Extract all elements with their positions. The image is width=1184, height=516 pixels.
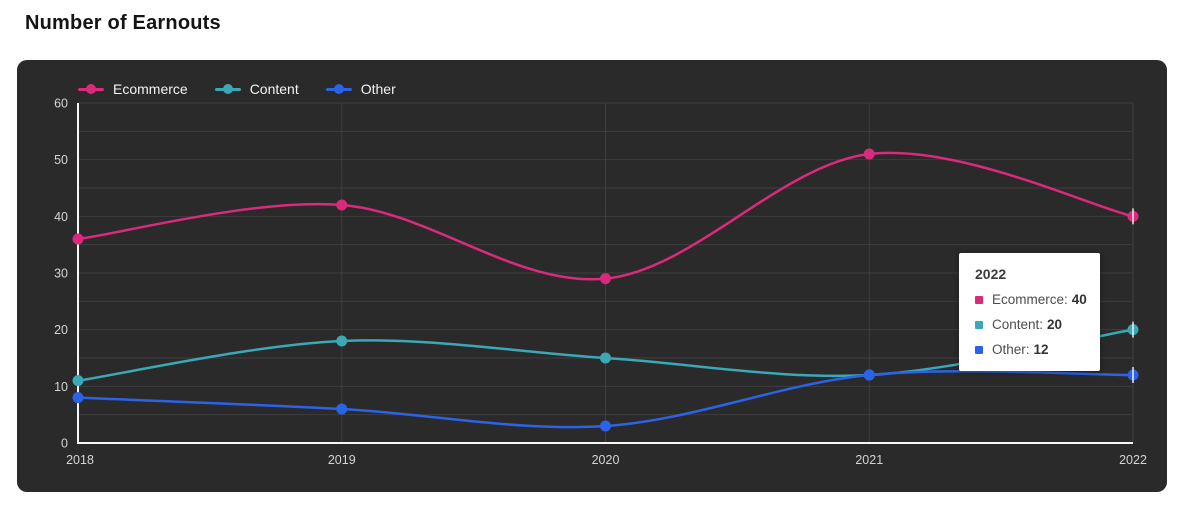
legend-item-other[interactable]: Other (325, 81, 396, 97)
series-color-swatch-icon (975, 320, 983, 329)
legend-label: Ecommerce (113, 81, 188, 97)
legend-item-content[interactable]: Content (214, 81, 299, 97)
tooltip-rows: Ecommerce: 40 Content: 20 Other: 12 (975, 292, 1087, 357)
tooltip-row: Content: 20 (975, 317, 1086, 332)
legend-label: Content (249, 81, 299, 97)
y-tick-label: 20 (54, 323, 68, 337)
chart-tooltip: 2022 Ecommerce: 40 Content: 20 Other: 12 (959, 253, 1100, 371)
legend-dot-icon (86, 84, 96, 94)
tooltip-series-label: Other: (992, 342, 1030, 357)
data-point-content[interactable] (336, 335, 348, 347)
y-tick-label: 40 (54, 210, 68, 224)
y-tick-label: 0 (61, 437, 68, 451)
data-point-other[interactable] (72, 392, 84, 404)
data-point-ecommerce[interactable] (600, 273, 611, 285)
y-tick-label: 10 (54, 380, 68, 394)
tooltip-title: 2022 (975, 266, 1007, 282)
legend-marker-icon (325, 84, 352, 94)
data-point-content[interactable] (600, 352, 611, 364)
legend-label: Other (360, 81, 396, 97)
x-tick-label: 2021 (855, 453, 883, 467)
data-point-ecommerce[interactable] (863, 148, 875, 160)
data-point-other[interactable] (600, 420, 611, 432)
chart-legend: Ecommerce Content Other (78, 81, 396, 97)
tooltip-series-value: 12 (1033, 342, 1049, 357)
legend-marker-icon (78, 84, 104, 94)
x-tick-label: 2018 (66, 453, 94, 467)
chart-panel: 0 10 20 30 40 50 60 2018 2019 2020 2021 2022 Ecomme… (17, 60, 1167, 492)
legend-marker-icon (214, 84, 241, 94)
data-point-content[interactable] (72, 375, 84, 387)
tooltip-row: Other: 12 (975, 342, 1086, 357)
data-point-other[interactable] (863, 369, 875, 381)
series-color-swatch-icon (975, 345, 983, 354)
y-tick-label: 50 (54, 153, 68, 167)
tooltip-series-label: Ecommerce: (992, 292, 1068, 307)
tooltip-row: Ecommerce: 40 (975, 292, 1087, 307)
data-point-other[interactable] (336, 403, 348, 415)
legend-item-ecommerce[interactable]: Ecommerce (78, 81, 188, 97)
x-tick-label: 2022 (1119, 453, 1147, 467)
chart-plot-area[interactable]: 0 10 20 30 40 50 60 2018 2019 2020 2021 2022 (17, 60, 1167, 492)
data-point-ecommerce[interactable] (336, 199, 348, 211)
tooltip-series-value: 20 (1047, 317, 1063, 332)
legend-dot-icon (333, 84, 344, 94)
y-tick-label: 60 (54, 97, 68, 111)
legend-dot-icon (222, 84, 233, 94)
page-title: Number of Earnouts (25, 12, 221, 34)
x-tick-label: 2020 (592, 453, 620, 467)
tooltip-series-label: Content: (992, 317, 1044, 332)
x-tick-label: 2019 (328, 453, 356, 467)
y-tick-label: 30 (54, 267, 68, 281)
series-color-swatch-icon (975, 295, 983, 304)
tooltip-series-value: 40 (1071, 292, 1087, 307)
data-point-ecommerce[interactable] (72, 233, 84, 245)
